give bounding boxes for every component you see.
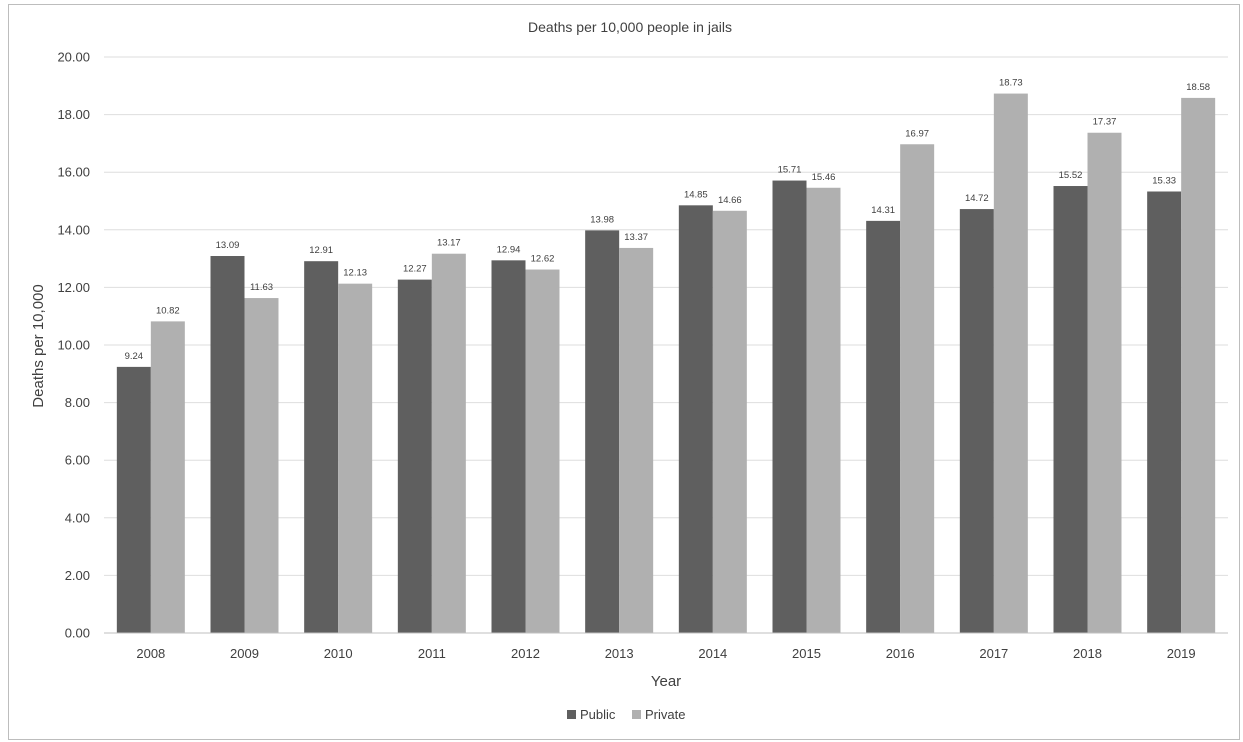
y-tick-label: 20.00 — [57, 50, 90, 65]
data-label: 18.73 — [999, 78, 1023, 89]
bars — [116, 93, 1216, 634]
x-tick-label: 2016 — [886, 646, 915, 661]
bar-public-2012 — [491, 260, 526, 633]
data-label: 10.82 — [156, 305, 180, 316]
bar-public-2016 — [866, 220, 901, 633]
x-tick-label: 2009 — [230, 646, 259, 661]
legend-label-private: Private — [645, 707, 685, 722]
data-label: 13.98 — [590, 214, 614, 225]
data-label: 12.13 — [343, 268, 367, 279]
bar-private-2017 — [993, 93, 1028, 634]
bar-public-2013 — [585, 230, 620, 633]
data-label: 14.66 — [718, 195, 742, 206]
data-label: 12.62 — [531, 254, 555, 265]
data-label: 16.97 — [905, 128, 929, 139]
bar-public-2009 — [210, 256, 245, 633]
y-tick-label: 16.00 — [57, 165, 90, 180]
data-label: 13.09 — [216, 240, 240, 251]
data-label: 12.94 — [497, 244, 521, 255]
bar-public-2018 — [1053, 186, 1088, 634]
data-label: 15.71 — [778, 165, 802, 176]
x-tick-label: 2008 — [136, 646, 165, 661]
bar-private-2014 — [712, 210, 747, 634]
chart-title: Deaths per 10,000 people in jails — [528, 19, 732, 35]
x-tick-label: 2010 — [324, 646, 353, 661]
data-label: 15.46 — [812, 172, 836, 183]
x-tick-label: 2015 — [792, 646, 821, 661]
data-label: 11.63 — [250, 282, 273, 293]
x-tick-label: 2012 — [511, 646, 540, 661]
bar-public-2015 — [772, 180, 807, 633]
bar-private-2011 — [431, 253, 466, 634]
y-tick-label: 6.00 — [65, 453, 90, 468]
x-tick-label: 2014 — [698, 646, 727, 661]
x-tick-label: 2011 — [418, 646, 446, 661]
data-label: 14.31 — [871, 205, 895, 216]
bar-private-2008 — [150, 321, 185, 633]
data-labels: 9.24 10.82 13.09 11.63 12.91 12.13 12.27 13.17 1… — [125, 78, 1210, 362]
bar-private-2012 — [525, 269, 560, 633]
legend: Public Private — [567, 707, 685, 722]
bar-private-2009 — [244, 298, 279, 633]
y-tick-label: 4.00 — [65, 510, 90, 525]
bar-private-2018 — [1087, 132, 1122, 633]
data-label: 13.17 — [437, 238, 461, 249]
bar-private-2016 — [900, 144, 935, 633]
x-tick-label: 2017 — [979, 646, 1008, 661]
legend-swatch-private — [632, 710, 641, 719]
x-tick-label: 2018 — [1073, 646, 1102, 661]
y-axis-ticks: 0.00 2.00 4.00 6.00 8.00 10.00 12.00 14.00 16.00… — [57, 50, 90, 641]
bar-public-2008 — [116, 366, 151, 633]
y-tick-label: 8.00 — [65, 395, 90, 410]
y-tick-label: 18.00 — [57, 107, 90, 122]
data-label: 14.85 — [684, 189, 708, 200]
bar-public-2019 — [1147, 191, 1182, 633]
bar-public-2014 — [678, 205, 713, 633]
bar-private-2010 — [338, 283, 373, 633]
bar-public-2017 — [959, 209, 994, 633]
bar-public-2011 — [397, 279, 432, 633]
gridlines — [104, 56, 1228, 576]
y-tick-label: 14.00 — [57, 222, 90, 237]
x-axis-ticks: 2008 2009 2010 2011 2012 2013 2014 2015 2016 2017… — [136, 646, 1195, 661]
data-label: 12.27 — [403, 264, 427, 275]
x-tick-label: 2013 — [605, 646, 634, 661]
data-label: 15.33 — [1152, 175, 1176, 186]
legend-label-public: Public — [580, 707, 616, 722]
y-tick-label: 0.00 — [65, 626, 90, 641]
y-tick-label: 10.00 — [57, 338, 90, 353]
bar-private-2019 — [1181, 97, 1216, 634]
bar-private-2013 — [619, 247, 654, 633]
y-axis-title: Deaths per 10,000 — [30, 284, 47, 407]
data-label: 18.58 — [1186, 82, 1210, 93]
bar-public-2010 — [304, 261, 339, 633]
x-axis-title: Year — [651, 673, 681, 690]
bar-private-2015 — [806, 187, 841, 633]
x-tick-label: 2019 — [1167, 646, 1196, 661]
y-tick-label: 12.00 — [57, 280, 90, 295]
data-label: 9.24 — [125, 351, 144, 362]
data-label: 17.37 — [1093, 117, 1117, 128]
data-label: 12.91 — [309, 245, 333, 256]
data-label: 15.52 — [1059, 170, 1083, 181]
data-label: 13.37 — [624, 232, 648, 243]
legend-swatch-public — [567, 710, 576, 719]
data-label: 14.72 — [965, 193, 989, 204]
y-tick-label: 2.00 — [65, 568, 90, 583]
